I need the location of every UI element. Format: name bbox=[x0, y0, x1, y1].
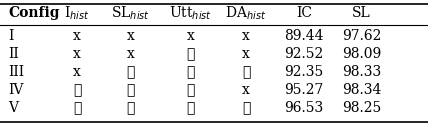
Text: ✓: ✓ bbox=[242, 101, 250, 115]
Text: 92.52: 92.52 bbox=[284, 47, 324, 61]
Text: 97.62: 97.62 bbox=[342, 29, 381, 43]
Text: 98.25: 98.25 bbox=[342, 101, 381, 115]
Text: I: I bbox=[9, 29, 14, 43]
Text: IC: IC bbox=[296, 6, 312, 20]
Text: x: x bbox=[73, 47, 81, 61]
Text: 92.35: 92.35 bbox=[284, 65, 324, 79]
Text: x: x bbox=[242, 29, 250, 43]
Text: ✓: ✓ bbox=[126, 65, 135, 79]
Text: IV: IV bbox=[9, 83, 24, 97]
Text: 98.34: 98.34 bbox=[342, 83, 381, 97]
Text: $\mathregular{I}_{hist}$: $\mathregular{I}_{hist}$ bbox=[64, 4, 90, 22]
Text: V: V bbox=[9, 101, 18, 115]
Text: 96.53: 96.53 bbox=[284, 101, 324, 115]
Text: III: III bbox=[9, 65, 25, 79]
Text: Config: Config bbox=[9, 6, 60, 20]
Text: x: x bbox=[242, 83, 250, 97]
Text: ✓: ✓ bbox=[186, 47, 195, 61]
Text: $\mathregular{DA}_{hist}$: $\mathregular{DA}_{hist}$ bbox=[226, 4, 267, 22]
Text: 98.33: 98.33 bbox=[342, 65, 381, 79]
Text: x: x bbox=[187, 29, 194, 43]
Text: x: x bbox=[127, 29, 134, 43]
Text: $\mathregular{SL}_{hist}$: $\mathregular{SL}_{hist}$ bbox=[111, 4, 150, 22]
Text: SL: SL bbox=[352, 6, 371, 20]
Text: ✓: ✓ bbox=[186, 65, 195, 79]
Text: ✓: ✓ bbox=[126, 83, 135, 97]
Text: x: x bbox=[73, 29, 81, 43]
Text: ✓: ✓ bbox=[186, 83, 195, 97]
Text: ✓: ✓ bbox=[126, 101, 135, 115]
Text: ✓: ✓ bbox=[73, 83, 81, 97]
Text: 98.09: 98.09 bbox=[342, 47, 381, 61]
Text: $\mathregular{Utt}_{hist}$: $\mathregular{Utt}_{hist}$ bbox=[169, 4, 212, 22]
Text: 95.27: 95.27 bbox=[284, 83, 324, 97]
Text: II: II bbox=[9, 47, 19, 61]
Text: x: x bbox=[242, 47, 250, 61]
Text: 89.44: 89.44 bbox=[284, 29, 324, 43]
Text: ✓: ✓ bbox=[186, 101, 195, 115]
Text: x: x bbox=[73, 65, 81, 79]
Text: x: x bbox=[127, 47, 134, 61]
Text: ✓: ✓ bbox=[242, 65, 250, 79]
Text: ✓: ✓ bbox=[73, 101, 81, 115]
